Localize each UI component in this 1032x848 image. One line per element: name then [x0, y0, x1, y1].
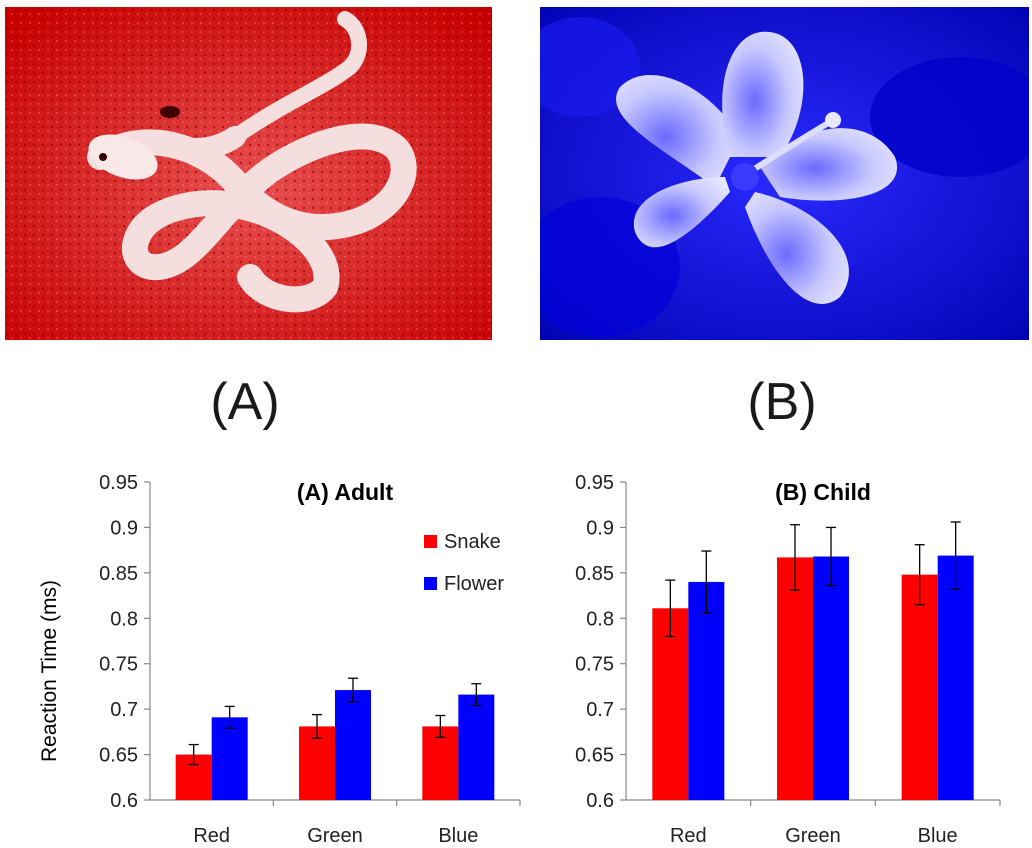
x-tick-label: Red: [670, 825, 707, 847]
panel-label-b: (B): [747, 373, 817, 431]
snake-photo: [5, 7, 492, 340]
y-tick-label: 0.6: [586, 790, 614, 812]
bar-flower: [688, 581, 725, 800]
chart-title: (A) Adult: [297, 479, 394, 505]
x-tick-label: Blue: [438, 825, 478, 847]
x-tick-label: Red: [193, 825, 230, 847]
y-axis-label: Reaction Time (ms): [38, 580, 61, 762]
y-tick-label: 0.85: [575, 563, 614, 585]
legend-label-snake: Snake: [444, 531, 501, 553]
y-tick-label: 0.9: [586, 517, 614, 539]
bar-snake: [777, 557, 813, 800]
y-tick-label: 0.8: [110, 608, 138, 630]
bar-flower: [211, 717, 248, 800]
bar-flower: [813, 556, 849, 800]
bar-flower: [937, 555, 974, 800]
x-tick-label: Green: [785, 825, 841, 847]
bar-flower: [335, 690, 371, 800]
bar-flower: [458, 694, 495, 800]
y-tick-label: 0.8: [586, 608, 614, 630]
chart-child: 0.6 0.65 0.7 0.75 0.8 0.85 0.9 0.95 Red Green Blue…: [575, 472, 1001, 847]
y-tick-label: 0.7: [110, 699, 138, 721]
y-tick-label: 0.85: [99, 563, 138, 585]
y-tick-label: 0.75: [575, 654, 614, 676]
legend-label-flower: Flower: [444, 573, 504, 595]
y-tick-label: 0.7: [586, 699, 614, 721]
flower-image: [540, 7, 1029, 340]
panel-label-a: (A): [210, 373, 280, 431]
y-tick-label: 0.9: [110, 517, 138, 539]
legend-swatch-snake: [424, 535, 437, 548]
legend-swatch-flower: [424, 577, 437, 590]
snake-image: [5, 7, 492, 340]
bar-snake: [901, 574, 938, 800]
y-tick-label: 0.6: [110, 790, 138, 812]
x-tick-label: Green: [307, 825, 363, 847]
bar-snake: [422, 726, 459, 800]
x-tick-label: Blue: [918, 825, 958, 847]
y-tick-label: 0.95: [99, 472, 138, 494]
y-tick-label: 0.65: [575, 745, 614, 767]
chart-title: (B) Child: [775, 479, 871, 505]
y-tick-label: 0.75: [99, 654, 138, 676]
y-tick-label: 0.65: [99, 745, 138, 767]
charts-area: 0.6 0.65 0.7 0.75 0.8 0.85 0.9 0.95 Red Green Blue…: [38, 472, 1001, 847]
y-tick-label: 0.95: [575, 472, 614, 494]
bar-snake: [652, 608, 689, 800]
chart-adult: 0.6 0.65 0.7 0.75 0.8 0.85 0.9 0.95 Red Green Blue…: [38, 472, 521, 847]
flower-photo: [540, 7, 1029, 340]
